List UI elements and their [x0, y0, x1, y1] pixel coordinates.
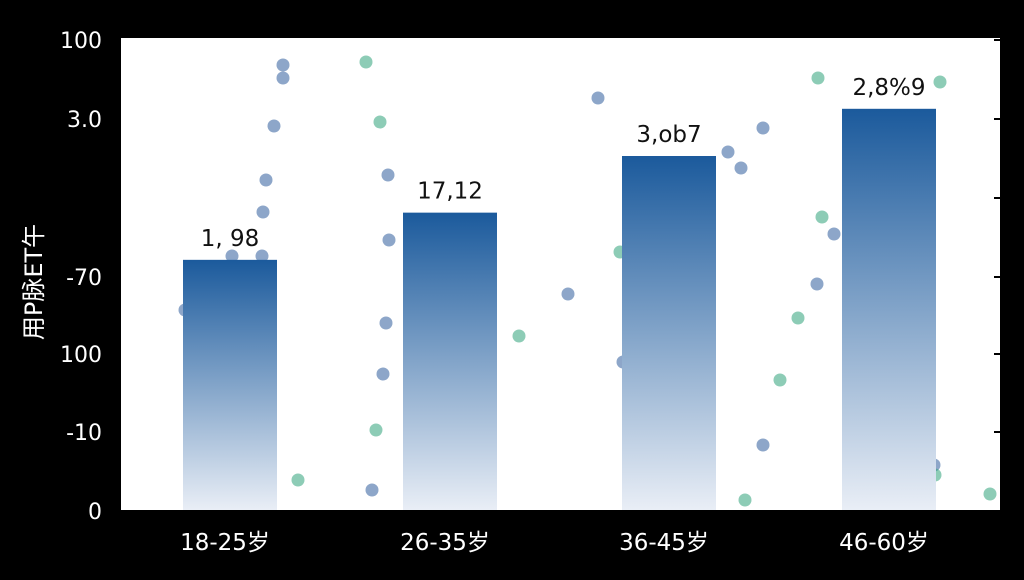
scatter-dot	[791, 311, 805, 325]
bar-1	[183, 259, 277, 510]
scatter-dot	[276, 58, 290, 72]
scatter-dot	[561, 287, 575, 301]
scatter-dot	[815, 210, 829, 224]
scatter-dot	[591, 91, 605, 105]
scatter-dot	[756, 121, 770, 135]
scatter-dot	[773, 373, 787, 387]
scatter-dot	[738, 493, 752, 507]
y-ticks: 100 3.0 -70 100 -10 0	[60, 29, 120, 525]
scatter-dot	[267, 119, 281, 133]
scatter-dot	[365, 483, 379, 497]
bar-value-label: 3,ob7	[636, 122, 701, 148]
scatter-dot	[827, 227, 841, 241]
x-ticks: 18-25岁 26-35岁 36-45岁 46-60岁	[180, 511, 929, 556]
y-ticks-right	[994, 39, 1002, 512]
x-tick-label: 18-25岁	[180, 530, 270, 556]
bar-3	[622, 156, 716, 510]
scatter-dot	[359, 55, 373, 69]
y-tick-label: 3.0	[67, 108, 102, 133]
scatter-dot	[756, 438, 770, 452]
x-tick-label: 26-35岁	[400, 530, 490, 556]
y-tick-label: 100	[60, 343, 102, 368]
bar-value-label: 1, 98	[201, 226, 260, 252]
scatter-dot	[382, 233, 396, 247]
scatter-dot	[933, 75, 947, 89]
scatter-dot	[225, 249, 239, 263]
scatter-dot	[811, 71, 825, 85]
scatter-dot	[291, 473, 305, 487]
y-tick-label: 100	[60, 29, 102, 54]
scatter-dot	[276, 71, 290, 85]
x-tick-label: 46-60岁	[839, 530, 929, 556]
scatter-dot	[512, 329, 526, 343]
scatter-dot	[373, 115, 387, 129]
y-tick-label: -70	[66, 266, 102, 291]
bar-2	[403, 212, 497, 510]
x-tick-label: 36-45岁	[619, 530, 709, 556]
bars-group	[183, 108, 936, 511]
y-tick-label: 0	[88, 500, 102, 525]
scatter-dot	[983, 487, 997, 501]
bar-labels-group: 1, 98 17,12 3,ob7 2,8%9	[201, 75, 926, 252]
scatter-dot	[381, 168, 395, 182]
scatter-dot	[369, 423, 383, 437]
scatter-dot	[256, 205, 270, 219]
scatter-dot	[721, 145, 735, 159]
y-tick-label: -10	[66, 421, 102, 446]
scatter-dot	[379, 316, 393, 330]
bar-value-label: 2,8%9	[852, 75, 925, 101]
scatter-dot	[259, 173, 273, 187]
scatter-dot	[734, 161, 748, 175]
scatter-dot	[376, 367, 390, 381]
scatter-dot	[255, 249, 269, 263]
y-axis-label: 用P脉ET午	[20, 224, 48, 340]
bar-value-label: 17,12	[417, 179, 483, 205]
bar-4	[842, 108, 936, 511]
scatter-dot	[810, 277, 824, 291]
